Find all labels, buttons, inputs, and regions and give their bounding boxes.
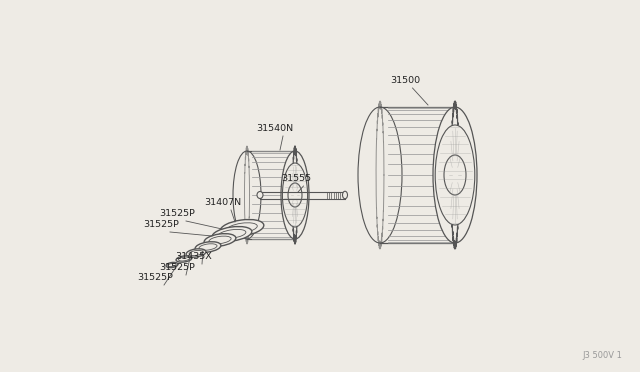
Ellipse shape bbox=[204, 234, 236, 246]
Ellipse shape bbox=[199, 244, 217, 250]
Ellipse shape bbox=[186, 249, 206, 257]
Ellipse shape bbox=[220, 219, 264, 237]
Ellipse shape bbox=[342, 191, 348, 199]
Ellipse shape bbox=[282, 163, 308, 227]
Ellipse shape bbox=[212, 227, 252, 241]
Ellipse shape bbox=[218, 230, 246, 238]
Ellipse shape bbox=[209, 236, 231, 244]
Ellipse shape bbox=[433, 107, 477, 243]
Ellipse shape bbox=[435, 125, 475, 225]
Ellipse shape bbox=[444, 155, 466, 195]
Ellipse shape bbox=[176, 256, 192, 262]
Text: 31525P: 31525P bbox=[159, 209, 195, 218]
Text: 31525P: 31525P bbox=[143, 220, 179, 229]
Text: 31540N: 31540N bbox=[256, 124, 293, 133]
Ellipse shape bbox=[281, 151, 309, 239]
Ellipse shape bbox=[166, 262, 178, 267]
Text: 31500: 31500 bbox=[390, 76, 420, 85]
Ellipse shape bbox=[179, 257, 189, 261]
Ellipse shape bbox=[227, 223, 257, 233]
Text: 31525P: 31525P bbox=[159, 263, 195, 272]
Text: 31435X: 31435X bbox=[175, 252, 212, 261]
Text: J3 500V 1: J3 500V 1 bbox=[582, 351, 622, 360]
Ellipse shape bbox=[189, 250, 203, 256]
Ellipse shape bbox=[195, 242, 221, 252]
Ellipse shape bbox=[288, 183, 302, 207]
Ellipse shape bbox=[257, 192, 263, 199]
Text: 31525P: 31525P bbox=[137, 273, 173, 282]
Ellipse shape bbox=[168, 263, 176, 267]
Text: 31555: 31555 bbox=[281, 174, 311, 183]
Ellipse shape bbox=[233, 151, 261, 239]
Text: 31407N: 31407N bbox=[204, 198, 241, 207]
Ellipse shape bbox=[358, 107, 402, 243]
